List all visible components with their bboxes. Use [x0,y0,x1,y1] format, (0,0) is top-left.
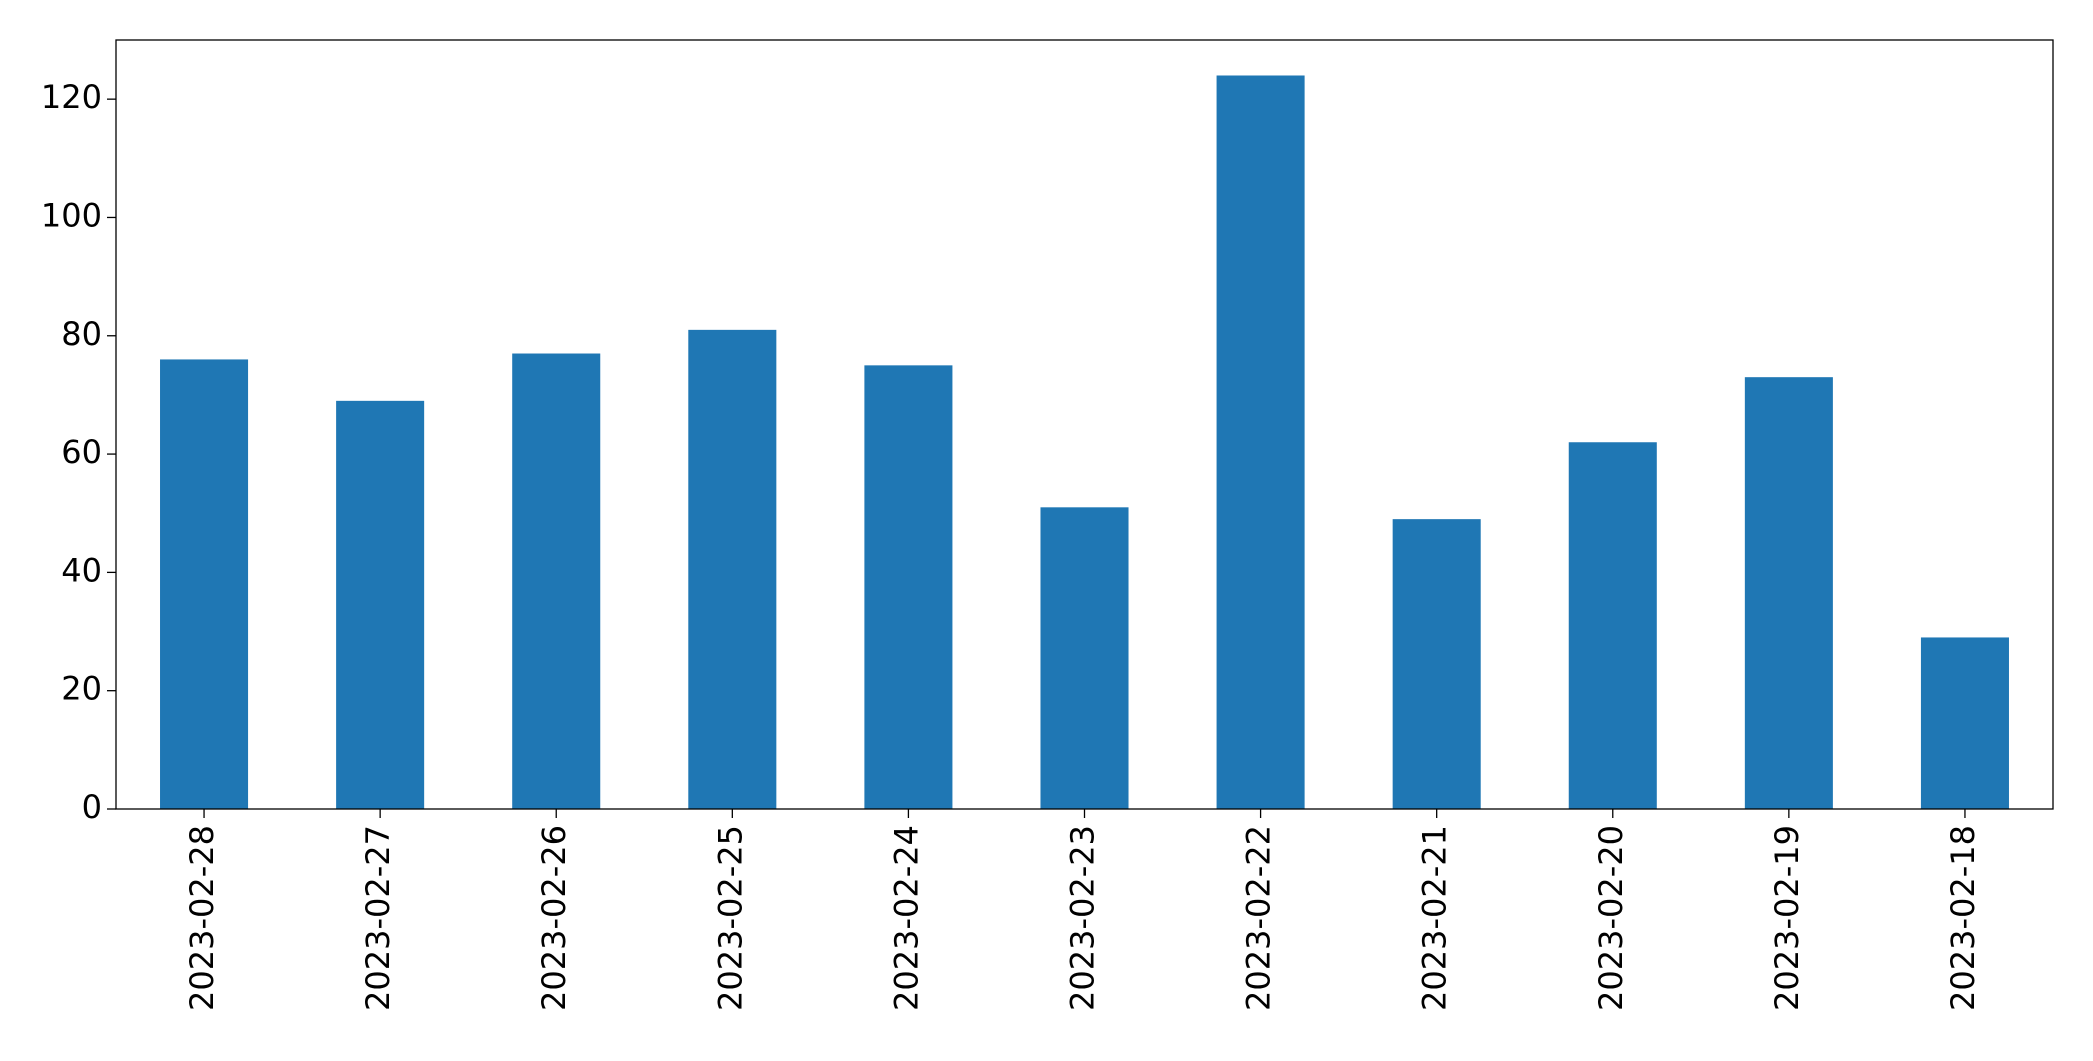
bar [1744,377,1833,809]
y-tick-label: 0 [82,788,102,826]
y-tick-label: 100 [41,196,102,234]
y-tick-label: 80 [61,315,102,353]
x-tick-label: 2023-02-20 [1592,825,1630,1011]
x-tick-label: 2023-02-23 [1064,825,1102,1011]
y-tick-label: 120 [41,78,102,116]
x-tick-label: 2023-02-22 [1240,825,1278,1011]
y-tick-label: 20 [61,670,102,708]
bar [688,329,777,809]
bar [1392,519,1481,809]
y-tick-label: 60 [61,433,102,471]
x-tick-label: 2023-02-19 [1768,825,1806,1011]
x-tick-label: 2023-02-26 [535,825,573,1011]
x-tick-label: 2023-02-18 [1944,825,1982,1011]
x-tick-label: 2023-02-21 [1416,825,1454,1011]
x-tick-label: 2023-02-27 [359,825,397,1011]
bar [1216,75,1305,809]
bar [336,400,425,809]
bar [1040,507,1129,809]
bar [160,359,249,809]
bar [1568,442,1657,809]
x-tick-label: 2023-02-24 [887,825,925,1011]
x-tick-label: 2023-02-25 [711,825,749,1011]
bar [512,353,601,809]
bar [864,365,953,809]
y-tick-label: 40 [61,551,102,589]
bar [1920,637,2009,809]
x-tick-label: 2023-02-28 [183,825,221,1011]
